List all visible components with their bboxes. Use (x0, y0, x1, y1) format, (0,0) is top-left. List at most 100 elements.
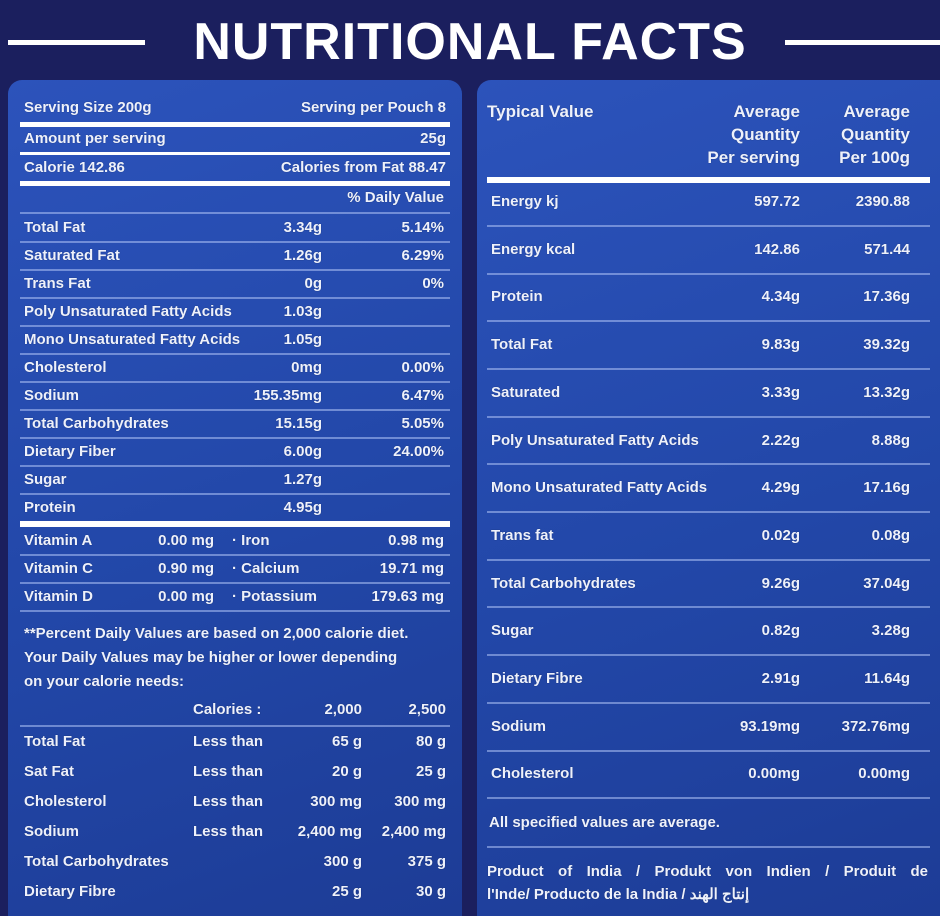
per-serving-value: 4.34g (761, 288, 800, 306)
divider (20, 521, 450, 527)
divider (20, 180, 450, 186)
origin-footer: Product of India / Produkt von Indien / … (487, 863, 928, 880)
per-serving-value: 3.33g (761, 383, 800, 401)
per-100g-value: 11.64g (864, 670, 910, 687)
nutrient-name: Energy kj (491, 193, 559, 210)
divider (487, 367, 930, 370)
vitamin-amount: 0.90 mg (158, 560, 214, 577)
nutrient-daily-value: 0% (422, 275, 444, 292)
divider (20, 493, 450, 495)
reference-2500: 80 g (415, 733, 446, 750)
divider (487, 749, 930, 752)
reference-name: Sat Fat (24, 763, 75, 780)
divider (20, 554, 450, 556)
divider (20, 409, 450, 411)
divider (20, 610, 450, 612)
nutrient-daily-value: 6.29% (401, 247, 444, 264)
vitamin-amount: 0.00 mg (158, 532, 214, 549)
nutrient-amount: 4.95g (283, 499, 322, 516)
column-heading: Quantity (731, 125, 800, 144)
divider (487, 224, 930, 227)
reference-2000: 20 g (331, 763, 362, 780)
nutrient-name: Saturated Fat (24, 247, 120, 264)
nutrient-name: Total Fat (491, 336, 553, 354)
nutrient-name: Cholesterol (24, 359, 107, 376)
title: NUTRITIONAL FACTS (193, 13, 747, 71)
nutrient-name: Total Carbohydrates (491, 574, 636, 592)
nutrient-amount: 0g (304, 275, 322, 292)
divider (20, 269, 450, 271)
divider (20, 297, 450, 299)
reference-limit: Less than (193, 823, 264, 840)
per-100g-value: 0.08g (871, 526, 910, 544)
divider (487, 272, 930, 275)
divider (20, 465, 450, 467)
reference-limit: Less than (193, 733, 264, 750)
divider (20, 121, 450, 127)
nutrient-daily-value: 6.47% (401, 387, 444, 404)
divider (20, 241, 450, 243)
nutrient-name: Dietary Fiber (24, 443, 116, 460)
footnote: **Percent Daily Values are based on 2,00… (24, 625, 409, 642)
reference-2500: 375 g (407, 853, 446, 870)
nutrient-name: Poly Unsaturated Fatty Acids (491, 431, 699, 449)
note: All specified values are average. (489, 814, 720, 831)
per-100g-value: 372.76mg (841, 717, 910, 735)
nutrient-daily-value: 5.14% (401, 219, 444, 236)
reference-2500: 2,500 (408, 701, 446, 718)
reference-limit: Less than (193, 763, 264, 780)
reference-2500: 300 mg (394, 793, 446, 810)
nutrient-amount: 3.34g (283, 219, 322, 236)
title-rule (8, 40, 145, 45)
reference-2000: 25 g (331, 883, 362, 900)
daily-value-heading: % Daily Value (347, 189, 444, 206)
nutrient-name: Trans Fat (24, 275, 91, 292)
footnote: on your calorie needs: (24, 673, 185, 690)
nutrient-amount: 6.00g (283, 443, 322, 460)
column-heading: Per serving (707, 148, 800, 167)
typical-value-panel (477, 80, 940, 916)
nutrient-name: Protein (24, 499, 76, 516)
nutrition-panel (8, 80, 462, 916)
reference-2000: 2,000 (324, 701, 362, 718)
nutrient-amount: 1.05g (283, 331, 322, 348)
divider (487, 797, 930, 800)
serving-label: Calorie 142.86 (24, 159, 125, 176)
per-100g-value: 37.04g (863, 574, 910, 592)
column-heading: Typical Value (487, 102, 594, 121)
nutrient-name: Sugar (24, 471, 67, 488)
mineral-amount: 179.63 mg (371, 588, 444, 605)
nutrient-name: Energy kcal (491, 240, 576, 258)
per-100g-value: 8.88g (871, 431, 910, 449)
divider (20, 725, 450, 727)
reference-limit: Calories : (193, 701, 262, 718)
reference-2500: 25 g (415, 763, 446, 780)
nutrient-name: Saturated (491, 383, 561, 401)
mineral-name: · Iron (232, 532, 270, 549)
nutrient-amount: 1.26g (283, 247, 322, 264)
vitamin-name: Vitamin C (24, 560, 93, 577)
nutrient-amount: 15.15g (275, 415, 322, 432)
reference-limit: Less than (193, 793, 264, 810)
per-100g-value: 571.44 (864, 240, 910, 258)
nutrient-name: Poly Unsaturated Fatty Acids (24, 303, 232, 320)
divider (487, 463, 930, 466)
nutrient-name: Mono Unsaturated Fatty Acids (24, 331, 241, 348)
divider (487, 511, 930, 514)
nutrient-name: Cholesterol (491, 765, 574, 783)
reference-name: Total Fat (24, 733, 86, 750)
column-heading: Per 100g (839, 148, 910, 167)
nutrient-amount: 0mg (291, 359, 322, 376)
vitamin-name: Vitamin D (24, 588, 93, 605)
divider (487, 606, 930, 609)
serving-value: Serving per Pouch 8 (300, 99, 446, 116)
mineral-amount: 0.98 mg (388, 532, 444, 549)
reference-2000: 300 mg (310, 793, 362, 810)
per-100g-value: 17.16g (863, 479, 910, 497)
per-serving-value: 2.91g (761, 670, 800, 687)
per-serving-value: 9.26g (761, 574, 800, 592)
serving-value: 25g (420, 130, 446, 147)
mineral-name: · Calcium (232, 560, 300, 577)
vitamin-name: Vitamin A (24, 532, 93, 549)
